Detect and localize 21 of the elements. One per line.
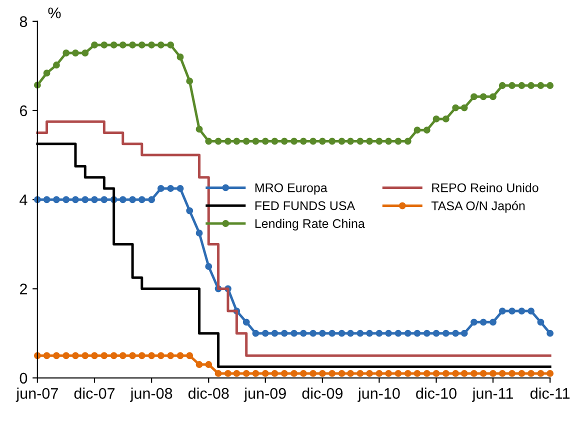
x-tick-label: dic-11 — [530, 388, 570, 399]
legend-label: TASA O/N Japón — [431, 200, 525, 213]
y-axis-title: % — [48, 8, 61, 18]
x-tick-label: jun-09 — [244, 388, 286, 402]
y-tick-label: 8 — [20, 16, 28, 28]
x-tick-label: dic-08 — [188, 388, 229, 399]
x-tick-label: jun-07 — [16, 388, 58, 402]
legend-label: FED FUNDS USA — [255, 201, 356, 210]
y-tick-label: 2 — [20, 284, 27, 294]
y-tick-label: 6 — [20, 105, 28, 116]
x-tick-label: dic-09 — [302, 388, 343, 399]
x-tick-label: dic-07 — [74, 388, 115, 399]
x-tick-label: jun-08 — [130, 388, 172, 402]
x-tick-label: jun-11 — [472, 388, 513, 402]
x-tick-label: dic-10 — [416, 388, 456, 399]
y-tick-label: 0 — [20, 372, 28, 384]
y-tick-label: 4 — [20, 194, 28, 206]
x-tick-label: jun-10 — [358, 388, 400, 402]
legend-label: REPO Reino Unido — [432, 183, 538, 192]
legend-label: Lending Rate China — [255, 218, 365, 230]
legend-label: MRO Europa — [255, 183, 328, 195]
